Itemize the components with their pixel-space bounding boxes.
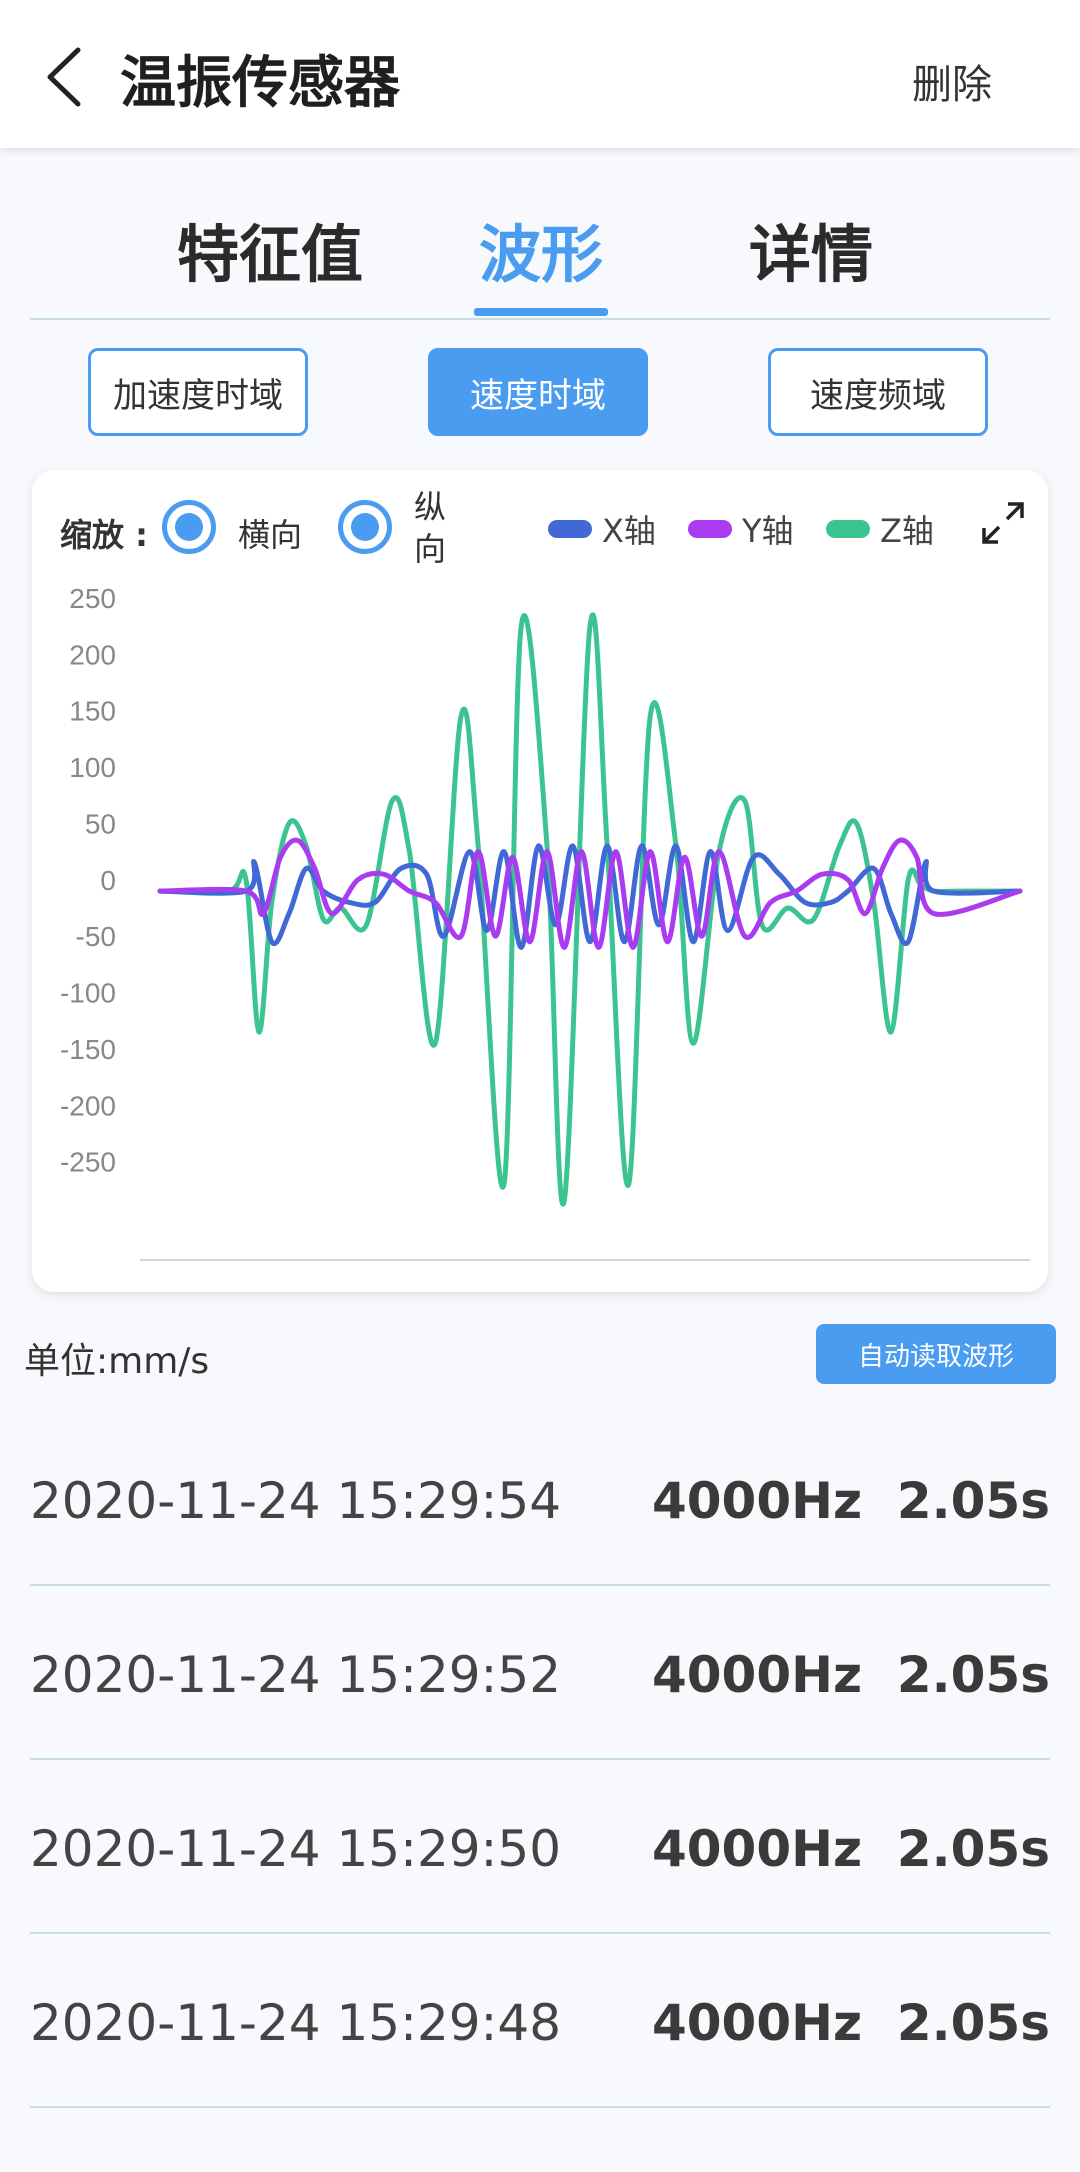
record-time: 2020-11-24 15:29:48 [30,1994,562,2052]
velocity-frequency-button[interactable]: 速度频域 [768,348,988,436]
y-tick-label: -250 [60,1147,116,1178]
legend-x-axis[interactable]: X轴 [548,506,656,552]
page-title: 温振传感器 [120,51,400,116]
record-rate: 4000Hz 2.05s [651,1646,1050,1704]
zoom-label: 缩放 : [60,516,148,554]
tab-waveform[interactable]: 波形 [478,218,603,291]
delete-button[interactable]: 删除 [912,62,992,108]
y-tick-label: 200 [69,639,116,670]
record-row[interactable]: 2020-11-24 15:29:48 4000Hz 2.05s [30,1934,1050,2108]
y-tick-label: -50 [76,921,116,952]
zoom-horizontal-radio[interactable] [162,500,216,554]
y-tick-label: -200 [60,1090,116,1121]
legend-swatch-x [548,520,592,538]
y-tick-label: -150 [60,1034,116,1065]
zoom-vertical-radio[interactable] [338,500,392,554]
record-row[interactable]: 2020-11-24 15:29:54 4000Hz 2.05s [30,1412,1050,1586]
y-tick-label: 0 [100,865,116,896]
zoom-vertical-label: 纵向 [414,488,447,568]
legend-swatch-z [826,520,870,538]
legend-y-axis[interactable]: Y轴 [688,506,794,552]
record-time: 2020-11-24 15:29:54 [30,1472,562,1530]
record-time: 2020-11-24 15:29:50 [30,1820,562,1878]
expand-icon[interactable] [980,500,1026,546]
x-tick-label: 0.73 [746,1288,789,1292]
y-tick-label: 50 [85,808,116,839]
legend-label-y: Y轴 [742,512,794,550]
record-time: 2020-11-24 15:29:52 [30,1646,562,1704]
auto-read-waveform-button[interactable]: 自动读取波形 [816,1324,1056,1384]
unit-label: 单位:mm/s [24,1341,210,1382]
x-tick-label: 0.41 [471,1288,514,1292]
x-tick-label: 0.0 [125,1288,156,1292]
legend-label-x: X轴 [602,512,656,550]
tab-details[interactable]: 详情 [748,218,873,291]
record-rate: 4000Hz 2.05s [651,1472,1050,1530]
record-list: 2020-11-24 15:29:54 4000Hz 2.05s 2020-11… [30,1412,1050,2108]
legend-z-axis[interactable]: Z轴 [826,506,934,552]
acceleration-time-button[interactable]: 加速度时域 [88,348,308,436]
zoom-horizontal-label: 横向 [238,516,303,554]
x-tick-label: 0.62 [652,1288,695,1292]
chevron-left-icon[interactable] [38,42,98,112]
tab-bar: 特征值 波形 详情 [30,190,1050,320]
app-header: 温振传感器 删除 [0,0,1080,148]
y-tick-label: -100 [60,978,116,1009]
waveform-chart-card: 缩放 : 横向 纵向 X轴 Y轴 Z轴 250 200 150 100 50 0 -50 -1… [32,470,1048,1292]
x-tick-label: 0.52 [566,1288,609,1292]
record-rate: 4000Hz 2.05s [651,1994,1050,2052]
tab-features[interactable]: 特征值 [176,218,363,291]
active-tab-indicator [474,308,608,316]
record-rate: 4000Hz 2.05s [651,1820,1050,1878]
y-tick-label: 100 [69,752,116,783]
waveform-chart[interactable]: 250 200 150 100 50 0 -50 -100 -150 -200 -250 0.0 0.1… [32,470,1048,1292]
y-tick-label: 150 [69,696,116,727]
record-row[interactable]: 2020-11-24 15:29:52 4000Hz 2.05s [30,1586,1050,1760]
velocity-time-button[interactable]: 速度时域 [428,348,648,436]
legend-label-z: Z轴 [880,512,934,550]
y-tick-label: 250 [69,583,116,614]
x-tick-label: 0.21 [299,1288,342,1292]
x-tick-label: 0.31 [385,1288,428,1292]
x-tick-label: 0.83 [832,1288,875,1292]
x-tick-label: 0.93 [918,1288,961,1292]
series-line-y [157,837,1023,950]
record-row[interactable]: 2020-11-24 15:29:50 4000Hz 2.05s [30,1760,1050,1934]
x-tick-label: 0.1 [211,1288,242,1292]
legend-swatch-y [688,520,732,538]
